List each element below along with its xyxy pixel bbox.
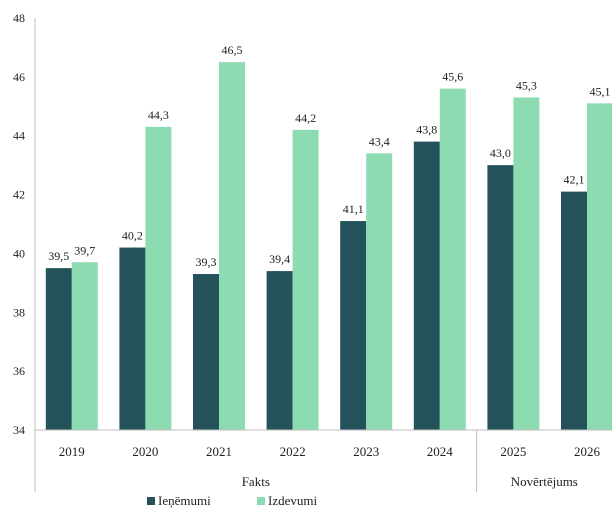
y-tick-label: 38 (13, 305, 25, 319)
data-label: 43,4 (369, 134, 390, 148)
data-label: 40,2 (122, 229, 143, 243)
group-label: Fakts (242, 474, 270, 489)
bar-ienemumi (193, 274, 219, 430)
data-label: 42,1 (564, 173, 585, 187)
y-tick-label: 48 (13, 11, 25, 25)
x-tick-label: 2021 (206, 444, 232, 459)
bar-ienemumi (487, 165, 514, 430)
bar-izdevumi (292, 129, 319, 431)
x-tick-label: 2026 (574, 444, 601, 459)
bar-izdevumi (587, 103, 612, 430)
data-label: 46,5 (222, 43, 243, 57)
x-tick-label: 2022 (280, 444, 306, 459)
y-tick-label: 46 (13, 70, 25, 84)
legend-swatch (257, 497, 265, 505)
bar-izdevumi (71, 262, 98, 430)
x-tick-label: 2024 (427, 444, 454, 459)
data-labels: 39,5 39,7 40,2 44,3 39,3 46,5 39,4 44,2 41,1 43,4… (48, 43, 610, 269)
x-tick-label: 2019 (59, 444, 85, 459)
group-label: Novērtējums (511, 474, 578, 489)
y-tick-label: 44 (13, 129, 25, 143)
data-label: 39,5 (48, 249, 69, 263)
data-label: 43,8 (416, 123, 437, 137)
x-tick-label: 2025 (500, 444, 526, 459)
legend-label: Ieņēmumi (158, 493, 211, 508)
data-label: 41,1 (343, 202, 364, 216)
bar-ienemumi (340, 221, 367, 430)
data-label: 44,2 (295, 111, 316, 125)
x-axis: 2019 2020 2021 2022 2023 2024 2025 2026 Fakts Nov… (34, 429, 612, 492)
legend: Ieņēmumi Izdevumi (147, 493, 317, 508)
y-tick-label: 42 (13, 188, 25, 202)
data-label: 45,1 (590, 84, 611, 98)
data-label: 39,3 (196, 255, 217, 269)
legend-swatch (147, 497, 155, 505)
bar-ienemumi (266, 271, 293, 430)
data-label: 45,3 (516, 78, 537, 92)
legend-label: Izdevumi (268, 493, 317, 508)
x-tick-label: 2023 (353, 444, 379, 459)
data-label: 45,6 (442, 70, 463, 84)
bar-ienemumi (561, 191, 587, 430)
bar-izdevumi (145, 126, 172, 430)
bar-ienemumi (119, 247, 146, 430)
bar-ienemumi (45, 268, 72, 430)
y-tick-label: 36 (13, 364, 25, 378)
bar-izdevumi (219, 62, 245, 431)
y-tick-label: 34 (13, 423, 25, 437)
bar-ienemumi (413, 141, 440, 430)
y-axis: 34 36 38 40 42 44 46 48 (13, 11, 36, 437)
bar-izdevumi (513, 97, 540, 430)
bar-izdevumi (366, 153, 393, 430)
x-tick-label: 2020 (132, 444, 158, 459)
bars (45, 62, 612, 431)
bar-izdevumi (439, 88, 466, 430)
y-tick-label: 40 (13, 246, 25, 260)
data-label: 39,4 (269, 252, 290, 266)
data-label: 44,3 (148, 108, 169, 122)
data-label: 43,0 (490, 146, 511, 160)
data-label: 39,7 (74, 243, 95, 257)
